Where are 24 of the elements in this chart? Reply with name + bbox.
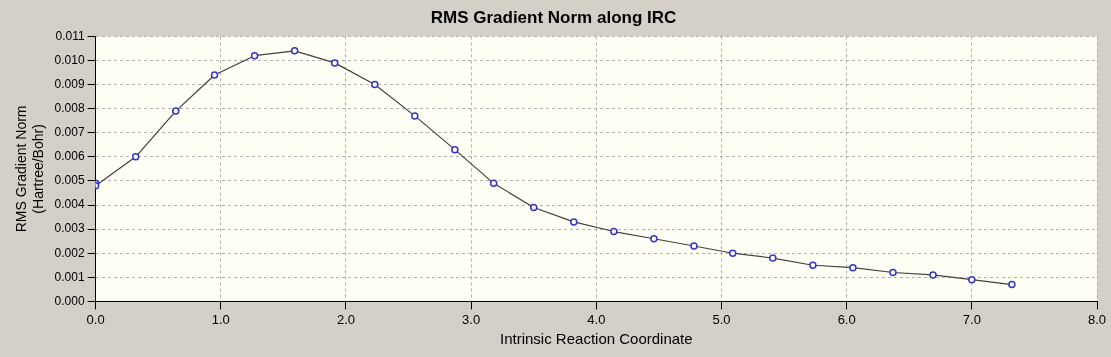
x-tick-label: 0.0 <box>86 311 105 327</box>
x-tick-label: 6.0 <box>837 311 856 327</box>
x-tick-label: 3.0 <box>462 311 481 327</box>
x-tick-label: 5.0 <box>712 311 731 327</box>
y-tick-label: 0.001 <box>54 269 85 284</box>
y-tick-label: 0.007 <box>54 125 85 140</box>
y-tick-label: 0.011 <box>55 28 85 43</box>
x-tick-label: 1.0 <box>211 311 230 327</box>
y-tick-label: 0.000 <box>54 293 85 308</box>
y-axis-title: RMS Gradient Norm (Hartree/Bohr) <box>13 105 47 233</box>
x-tick-label: 7.0 <box>962 311 981 327</box>
x-tick-label: 8.0 <box>1087 311 1107 327</box>
x-tick-label: 2.0 <box>336 311 356 327</box>
y-tick-label: 0.003 <box>54 221 85 236</box>
y-tick-label: 0.006 <box>54 149 85 164</box>
chart-title: RMS Gradient Norm along IRC <box>430 7 677 27</box>
x-tick-label: 4.0 <box>587 311 606 327</box>
y-tick-label: 0.008 <box>54 100 85 115</box>
x-axis-title: Intrinsic Reaction Coordinate <box>500 330 693 348</box>
y-tick-label: 0.010 <box>54 52 85 67</box>
y-tick-label: 0.005 <box>54 173 85 188</box>
y-tick-label: 0.009 <box>54 76 85 91</box>
y-tick-label: 0.002 <box>54 245 85 260</box>
y-tick-label: 0.004 <box>54 197 85 212</box>
